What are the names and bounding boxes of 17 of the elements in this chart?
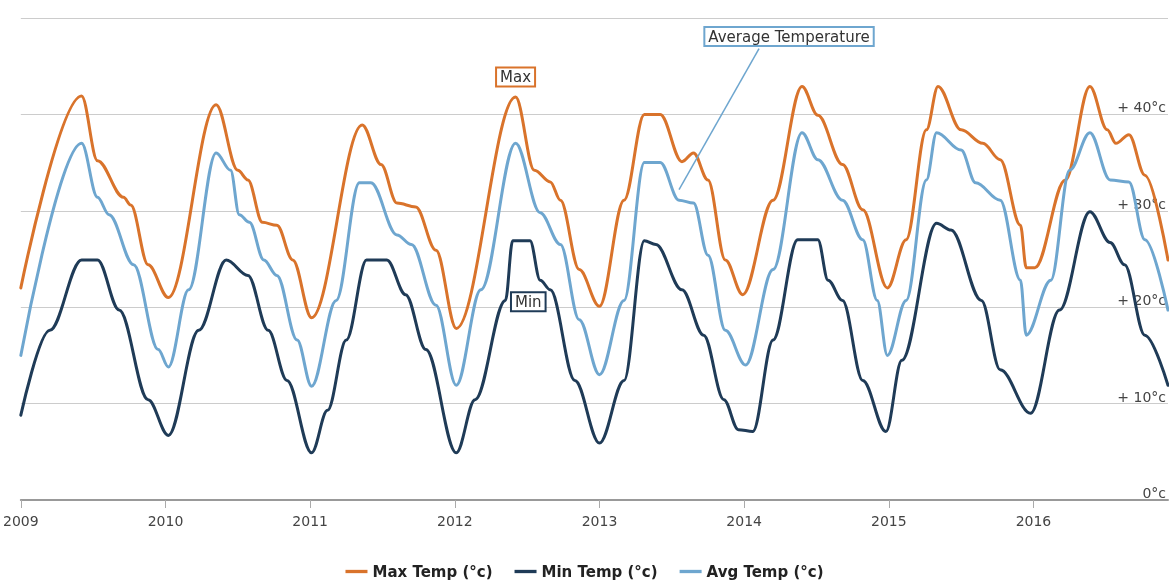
x-tick-label: 2012 (436, 513, 473, 529)
x-tick-label: 2015 (870, 513, 907, 529)
x-tick-label: 2009 (2, 513, 39, 529)
x-tick-label: 2016 (1015, 513, 1052, 529)
y-tick-label: 0°c (1142, 485, 1166, 501)
annotation: Average Temperature (708, 27, 870, 46)
annotation: Max (500, 68, 532, 87)
annotation: Min (514, 292, 542, 311)
x-tick-label: 2013 (581, 513, 618, 529)
y-tick-label: + 40°c (1117, 99, 1166, 116)
legend-label: Min Temp (°c) (541, 562, 658, 581)
legend-label: Max Temp (°c) (372, 562, 493, 581)
x-tick-label: 2014 (726, 513, 763, 529)
legend-label: Avg Temp (°c) (706, 562, 824, 581)
y-tick-label: + 10°c (1117, 388, 1166, 405)
x-tick-label: 2010 (147, 513, 184, 529)
x-tick-label: 2011 (292, 513, 328, 529)
